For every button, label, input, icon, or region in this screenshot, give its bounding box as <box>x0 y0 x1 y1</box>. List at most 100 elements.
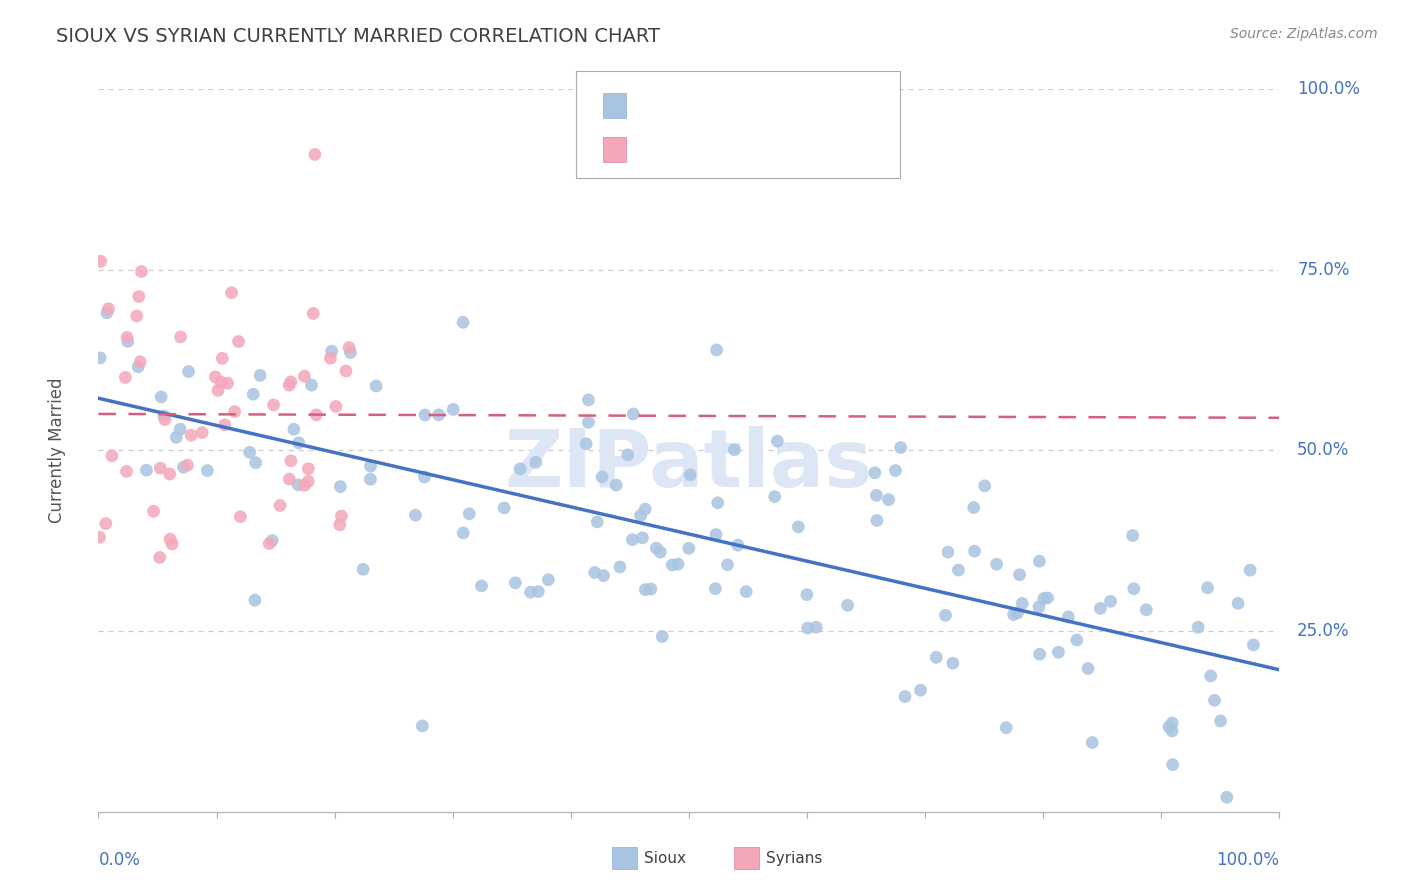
Point <box>280 375 302 389</box>
Point <box>1081 735 1104 749</box>
Text: N =: N = <box>745 96 797 114</box>
Point <box>1028 647 1050 661</box>
Point <box>280 454 302 468</box>
Point <box>948 563 970 577</box>
Point <box>278 378 301 392</box>
Point <box>339 345 361 359</box>
Point <box>217 376 239 391</box>
Point <box>537 573 560 587</box>
Point <box>359 472 381 486</box>
Point <box>117 334 139 349</box>
Point <box>329 479 352 493</box>
Point <box>934 608 956 623</box>
Text: -0.710: -0.710 <box>682 96 747 114</box>
Text: 0.076: 0.076 <box>682 140 745 159</box>
Point <box>963 500 986 515</box>
Point <box>149 550 172 565</box>
Point <box>149 461 172 475</box>
Point <box>1135 603 1157 617</box>
Point <box>645 541 668 555</box>
Point <box>249 368 271 383</box>
Point <box>509 462 531 476</box>
Point <box>204 369 226 384</box>
Point <box>441 402 464 417</box>
Point <box>89 530 111 544</box>
Point <box>325 400 347 414</box>
Point <box>94 516 117 531</box>
Point <box>115 330 138 344</box>
Point <box>321 344 343 359</box>
Point <box>634 502 657 516</box>
Point <box>704 582 727 596</box>
Point <box>616 448 638 462</box>
Point <box>630 508 652 523</box>
Point <box>173 460 195 475</box>
Point <box>337 341 360 355</box>
Point <box>180 428 202 442</box>
Point <box>995 721 1018 735</box>
Text: 135: 135 <box>792 96 830 114</box>
Point <box>197 464 219 478</box>
Point <box>229 509 252 524</box>
Point <box>884 464 907 478</box>
Point <box>1209 714 1232 728</box>
Point <box>96 306 118 320</box>
Point <box>716 558 738 572</box>
Point <box>666 557 689 571</box>
Point <box>942 657 965 671</box>
Point <box>301 378 323 392</box>
Point <box>101 449 124 463</box>
Point <box>451 315 474 329</box>
Point <box>427 408 450 422</box>
Point <box>153 409 176 423</box>
Point <box>335 364 357 378</box>
Point <box>1002 607 1025 622</box>
Point <box>866 513 889 527</box>
Point <box>1007 606 1029 620</box>
Point <box>1227 596 1250 610</box>
Point <box>678 541 700 556</box>
Point <box>1157 720 1180 734</box>
Point <box>806 620 828 634</box>
Point <box>245 456 267 470</box>
Text: Source: ZipAtlas.com: Source: ZipAtlas.com <box>1230 27 1378 41</box>
Point <box>1122 582 1144 596</box>
Point <box>621 533 644 547</box>
Point <box>294 369 316 384</box>
Point <box>1066 633 1088 648</box>
Point <box>963 544 986 558</box>
Point <box>925 650 948 665</box>
Text: Currently Married: Currently Married <box>48 377 66 524</box>
Point <box>159 467 181 481</box>
Point <box>661 558 683 572</box>
Point <box>283 422 305 436</box>
Point <box>634 582 657 597</box>
Point <box>269 499 291 513</box>
Point <box>242 387 264 401</box>
Point <box>524 455 547 469</box>
Point <box>1197 581 1219 595</box>
Point <box>1204 693 1226 707</box>
Point <box>125 309 148 323</box>
Text: Sioux: Sioux <box>644 851 686 865</box>
Point <box>160 537 183 551</box>
Point <box>796 588 818 602</box>
Point <box>723 442 745 457</box>
Point <box>591 470 613 484</box>
Point <box>1199 669 1222 683</box>
Point <box>97 301 120 316</box>
Point <box>1161 716 1184 731</box>
Point <box>115 464 138 478</box>
Text: 50.0%: 50.0% <box>1298 442 1350 459</box>
Point <box>1011 596 1033 610</box>
Point <box>304 147 326 161</box>
Point <box>165 430 187 444</box>
Point <box>1036 591 1059 605</box>
Point <box>319 351 342 366</box>
Point <box>257 536 280 550</box>
Point <box>329 517 352 532</box>
Point <box>578 392 600 407</box>
Point <box>297 461 319 475</box>
Point <box>142 504 165 518</box>
Point <box>519 585 541 599</box>
